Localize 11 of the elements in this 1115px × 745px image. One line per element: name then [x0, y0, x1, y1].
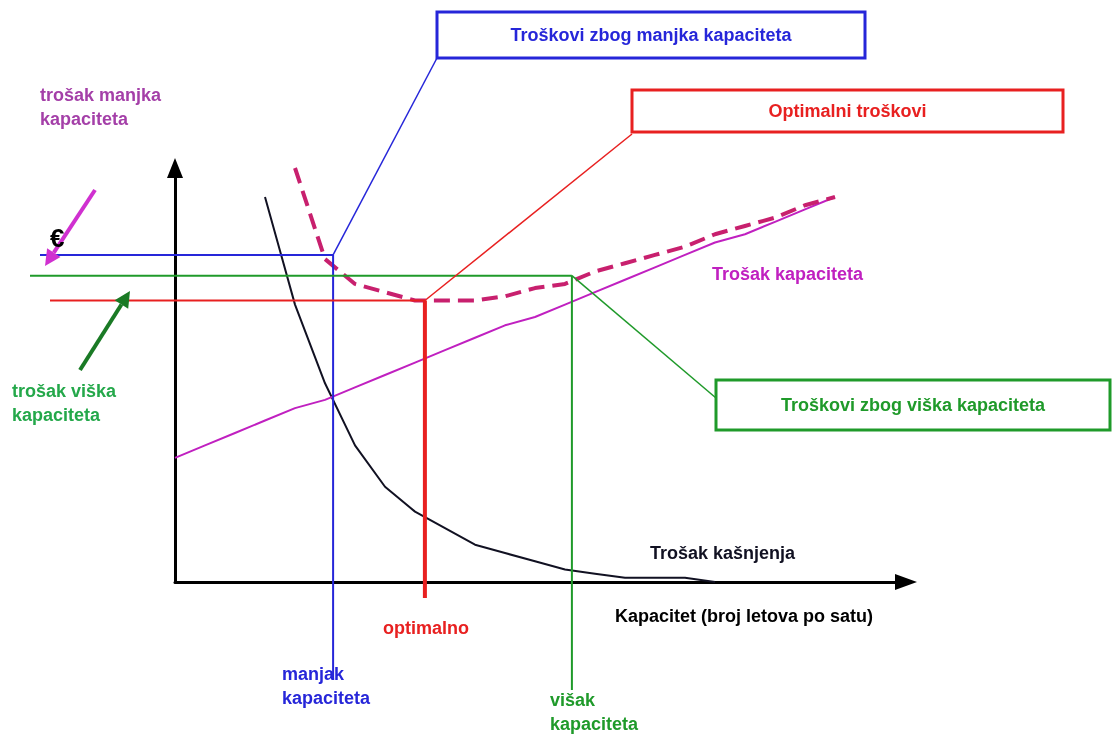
x-axis-title: Kapacitet (broj letova po satu)	[615, 605, 874, 628]
series-label: Trošak kašnjenja	[650, 542, 796, 565]
text: Troškovi zbog manjka kapaciteta	[509, 24, 793, 47]
series-label: Trošak kapaciteta	[712, 263, 864, 286]
text: višak kapaciteta	[550, 689, 640, 736]
text: trošak manjka kapaciteta	[40, 84, 163, 131]
text: trošak viška kapaciteta	[12, 380, 118, 427]
text: Optimalni troškovi	[767, 100, 928, 123]
y-axis-title: €	[50, 223, 65, 253]
annotation: Troškovi zbog viška kapaciteta	[779, 394, 1047, 417]
text: optimalno	[383, 617, 470, 640]
